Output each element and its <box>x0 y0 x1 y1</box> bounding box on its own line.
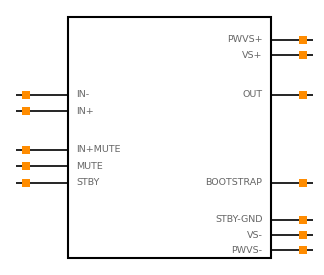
Text: VS-: VS- <box>247 231 262 240</box>
Text: IN+MUTE: IN+MUTE <box>76 145 121 154</box>
Text: PWVS+: PWVS+ <box>227 35 262 44</box>
Text: IN+: IN+ <box>76 107 94 116</box>
Text: STBY: STBY <box>76 178 99 187</box>
Text: BOOTSTRAP: BOOTSTRAP <box>205 178 262 187</box>
Text: MUTE: MUTE <box>76 162 103 171</box>
Text: VS+: VS+ <box>242 51 262 59</box>
Bar <box>68 17 271 258</box>
Text: STBY-GND: STBY-GND <box>215 216 262 224</box>
Text: IN-: IN- <box>76 90 89 99</box>
Text: OUT: OUT <box>242 90 262 99</box>
Text: PWVS-: PWVS- <box>231 246 262 255</box>
